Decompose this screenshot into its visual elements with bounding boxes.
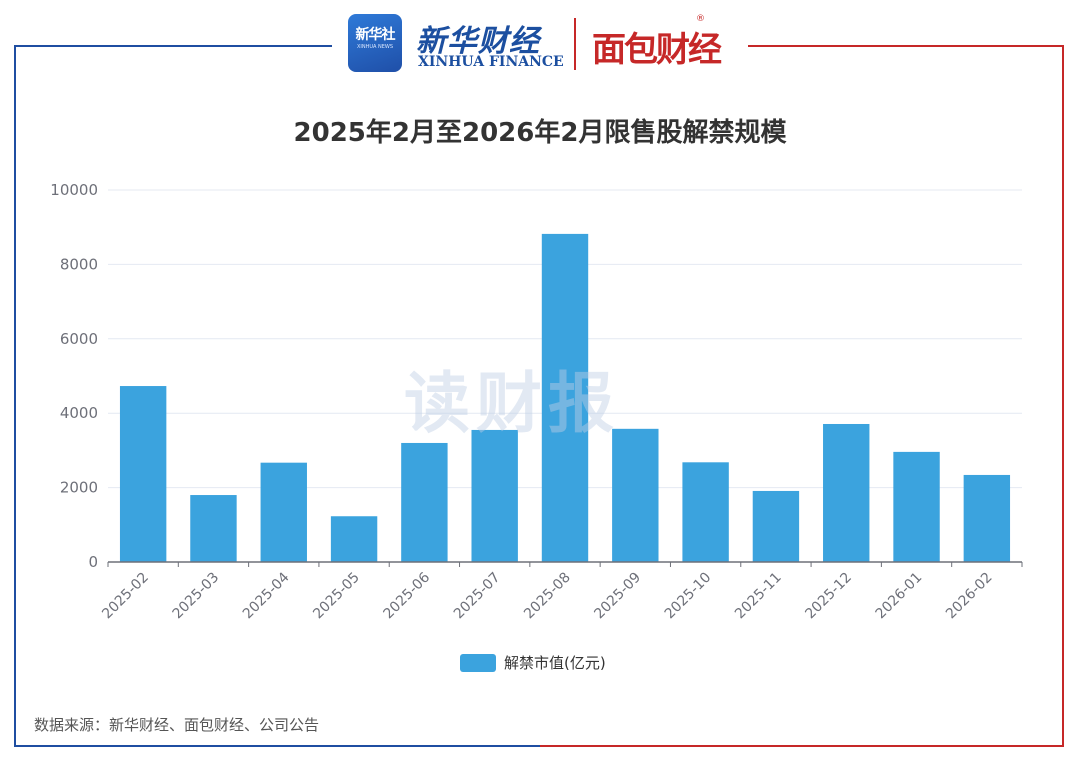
- y-tick-label: 6000: [60, 330, 98, 348]
- y-tick-label: 0: [88, 553, 98, 571]
- bar: [260, 462, 307, 562]
- legend: 解禁市值(亿元): [460, 654, 606, 672]
- xinhua-icon-text: 新华社: [355, 27, 396, 43]
- bar: [541, 233, 589, 562]
- x-tick-label: 2026-01: [873, 570, 926, 623]
- bar: [752, 490, 800, 562]
- bar: [190, 495, 237, 562]
- bars: [119, 233, 1011, 562]
- x-tick-label: 2025-05: [310, 570, 363, 623]
- watermark-text: 读财报: [404, 365, 620, 442]
- bar: [963, 474, 1011, 562]
- bar: [682, 462, 729, 562]
- y-tick-label: 4000: [60, 404, 98, 422]
- y-tick-label: 10000: [50, 181, 98, 199]
- legend-label: 解禁市值(亿元): [504, 654, 606, 672]
- bar: [119, 386, 167, 562]
- x-tick-label: 2025-03: [170, 570, 223, 623]
- bar: [330, 516, 378, 562]
- x-tick-label: 2025-09: [591, 570, 644, 623]
- x-tick-label: 2025-02: [99, 570, 152, 623]
- data-source-note: 数据来源：新华财经、面包财经、公司公告: [34, 716, 320, 734]
- mianbao-finance-logo-text: 面包财经: [592, 30, 722, 70]
- y-tick-label: 2000: [60, 479, 98, 497]
- legend-swatch: [460, 654, 496, 672]
- frame-right-border: [540, 45, 1064, 747]
- bar: [823, 423, 870, 562]
- x-tick-label: 2026-02: [943, 570, 996, 623]
- x-tick-label: 2025-06: [381, 569, 434, 622]
- x-tick-label: 2025-04: [240, 569, 293, 622]
- registered-mark: ®: [696, 14, 705, 24]
- xinhua-finance-logo-text: 新华财经: [416, 24, 540, 59]
- bar: [893, 451, 940, 562]
- x-tick-label: 2025-12: [802, 570, 855, 623]
- bar: [612, 428, 659, 562]
- xinhua-logo-icon: 新华社 XINHUA NEWS: [348, 14, 402, 72]
- logo-divider: [574, 18, 576, 70]
- y-tick-label: 8000: [60, 255, 98, 273]
- x-tick-label: 2025-10: [662, 570, 715, 623]
- x-tick-label: 2025-08: [521, 570, 574, 623]
- x-tick-label: 2025-07: [451, 570, 504, 623]
- bar: [401, 442, 448, 562]
- header-logos: 新华社 XINHUA NEWS 新华财经 XINHUA FINANCE 面包财经…: [340, 10, 740, 76]
- chart-title: 2025年2月至2026年2月限售股解禁规模: [293, 118, 787, 148]
- frame-left-border: [14, 45, 540, 747]
- bar: [471, 429, 518, 562]
- x-tick-label: 2025-11: [732, 570, 785, 623]
- xinhua-finance-english-text: XINHUA FINANCE: [418, 54, 564, 70]
- axes: [107, 561, 1023, 567]
- xinhua-icon-subtext: XINHUA NEWS: [356, 44, 394, 50]
